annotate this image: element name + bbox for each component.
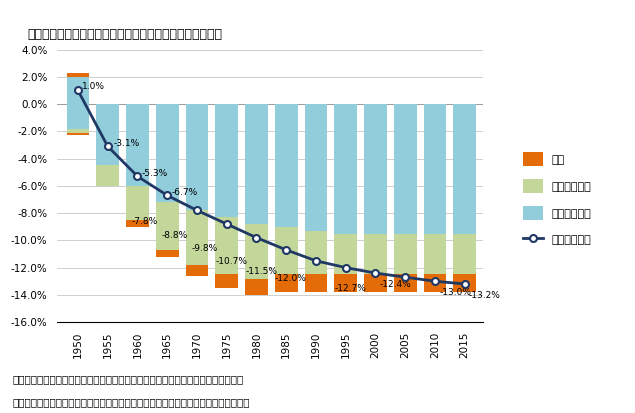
Bar	[156, 202, 178, 250]
Bar	[215, 217, 238, 275]
Bar	[364, 234, 387, 274]
Bar	[126, 186, 149, 220]
Bar	[215, 274, 238, 288]
Line: 生涯純受給率: 生涯純受給率	[74, 87, 468, 287]
Text: -12.0%: -12.0%	[275, 274, 307, 283]
生涯純受給率	[342, 265, 349, 270]
Bar	[453, 274, 476, 292]
Bar	[364, 274, 387, 292]
生涯純受給率	[253, 235, 260, 240]
Bar	[156, 104, 178, 202]
Bar	[424, 274, 446, 292]
Bar	[185, 104, 208, 210]
Bar	[424, 234, 446, 274]
Text: -5.3%: -5.3%	[142, 169, 168, 178]
Text: -13.0%: -13.0%	[439, 288, 471, 297]
Bar	[67, 104, 90, 128]
Bar	[185, 265, 208, 276]
Bar	[97, 165, 119, 186]
Bar	[126, 104, 149, 186]
Bar	[126, 220, 149, 227]
Bar	[215, 104, 238, 217]
Bar	[245, 278, 268, 295]
Text: -3.1%: -3.1%	[113, 139, 140, 148]
生涯純受給率	[371, 271, 379, 275]
Bar	[424, 104, 446, 234]
Text: -7.8%: -7.8%	[132, 217, 158, 226]
Text: -8.8%: -8.8%	[161, 230, 188, 240]
Bar	[185, 210, 208, 265]
Bar	[453, 234, 476, 274]
Bar	[335, 104, 357, 234]
Text: -10.7%: -10.7%	[215, 256, 248, 266]
生涯純受給率	[461, 282, 469, 287]
生涯純受給率	[431, 279, 439, 284]
Bar	[394, 104, 417, 234]
Bar	[156, 250, 178, 257]
Text: -12.7%: -12.7%	[335, 284, 366, 293]
生涯純受給率	[401, 275, 409, 280]
Legend: 介護, 医療（組合）, 年金（厚生）, 生涯純受給率: 介護, 医療（組合）, 年金（厚生）, 生涯純受給率	[519, 148, 596, 251]
Bar	[67, 128, 90, 133]
Bar	[97, 104, 119, 165]
Bar	[245, 224, 268, 278]
Bar	[275, 227, 298, 274]
Text: 【図１　　年金・医療・介護全体における生涯純受給率】: 【図１ 年金・医療・介護全体における生涯純受給率】	[27, 28, 222, 41]
Bar	[67, 133, 90, 135]
生涯純受給率	[193, 208, 201, 213]
Bar	[394, 274, 417, 292]
Bar	[335, 274, 357, 292]
生涯純受給率	[223, 221, 231, 226]
Bar	[245, 104, 268, 224]
生涯純受給率	[104, 144, 112, 149]
Text: 注１：生涯純受給率＝（生涯総受給－（生涯保険料＋生涯自己負担））／生涯収入: 注１：生涯純受給率＝（生涯総受給－（生涯保険料＋生涯自己負担））／生涯収入	[13, 374, 244, 384]
Text: -13.2%: -13.2%	[469, 291, 501, 299]
Bar	[275, 104, 298, 227]
生涯純受給率	[74, 88, 82, 93]
Bar	[394, 234, 417, 274]
生涯純受給率	[163, 193, 171, 198]
Text: -12.4%: -12.4%	[380, 280, 411, 289]
生涯純受給率	[134, 174, 142, 179]
Bar	[453, 104, 476, 234]
Bar	[305, 104, 327, 231]
生涯純受給率	[312, 259, 320, 263]
Text: -11.5%: -11.5%	[245, 268, 277, 276]
Bar	[335, 234, 357, 274]
Bar	[67, 73, 90, 77]
Text: 注２：男女計。年金は厚生年金、医療・介護は組合健保の加入者をベースとして算出: 注２：男女計。年金は厚生年金、医療・介護は組合健保の加入者をベースとして算出	[13, 397, 250, 407]
生涯純受給率	[283, 247, 290, 252]
Bar	[67, 77, 90, 104]
Bar	[275, 274, 298, 292]
Text: -6.7%: -6.7%	[171, 188, 197, 197]
Bar	[305, 231, 327, 274]
Bar	[305, 274, 327, 292]
Text: 1.0%: 1.0%	[82, 82, 105, 91]
Bar	[364, 104, 387, 234]
Text: -9.8%: -9.8%	[191, 244, 218, 253]
